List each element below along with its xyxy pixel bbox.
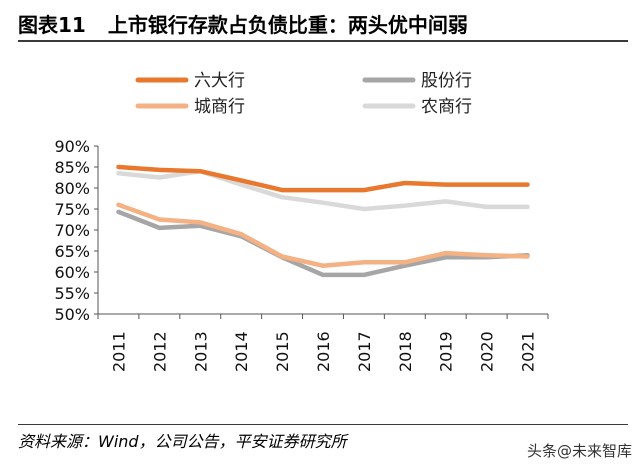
y-tick-label: 85% bbox=[54, 158, 90, 177]
legend-label-4: 农商行 bbox=[421, 97, 472, 117]
x-tick-label: 2014 bbox=[232, 331, 251, 372]
legend-label-3: 城商行 bbox=[194, 97, 245, 117]
legend-label-1: 六大行 bbox=[194, 71, 245, 91]
y-tick-label: 60% bbox=[54, 263, 90, 282]
y-tick-label: 55% bbox=[54, 284, 90, 303]
series-line-1 bbox=[116, 164, 530, 193]
x-tick-label: 2018 bbox=[396, 331, 415, 372]
y-tick-label: 65% bbox=[54, 242, 90, 261]
figure-header: 图表11 上市银行存款占负债比重：两头优中间弱 bbox=[18, 6, 628, 42]
series-line-2 bbox=[116, 209, 530, 278]
figure-label: 图表11 bbox=[18, 12, 86, 37]
x-tick-label: 2011 bbox=[109, 331, 128, 372]
x-tick-label: 2020 bbox=[478, 331, 497, 372]
y-tick-label: 70% bbox=[54, 221, 90, 240]
figure-title: 上市银行存款占负债比重：两头优中间弱 bbox=[107, 12, 468, 37]
x-tick-label: 2012 bbox=[150, 331, 169, 372]
y-tick-label: 80% bbox=[54, 179, 90, 198]
x-tick-label: 2021 bbox=[519, 331, 538, 372]
y-tick-label: 50% bbox=[54, 305, 90, 324]
x-tick-label: 2015 bbox=[273, 331, 292, 372]
x-tick-label: 2016 bbox=[314, 331, 333, 372]
series-line-3 bbox=[116, 202, 530, 268]
series-line-4 bbox=[116, 168, 530, 212]
x-tick-label: 2017 bbox=[355, 331, 374, 372]
y-tick-label: 75% bbox=[54, 200, 90, 219]
x-tick-label: 2019 bbox=[437, 331, 456, 372]
x-tick-label: 2013 bbox=[191, 331, 210, 372]
y-tick-label: 90% bbox=[54, 137, 90, 156]
source-note: 资料来源：Wind，公司公告，平安证券研究所 bbox=[18, 424, 628, 452]
legend-label-2: 股份行 bbox=[421, 71, 472, 91]
watermark: 头条@未来智库 bbox=[526, 442, 632, 460]
